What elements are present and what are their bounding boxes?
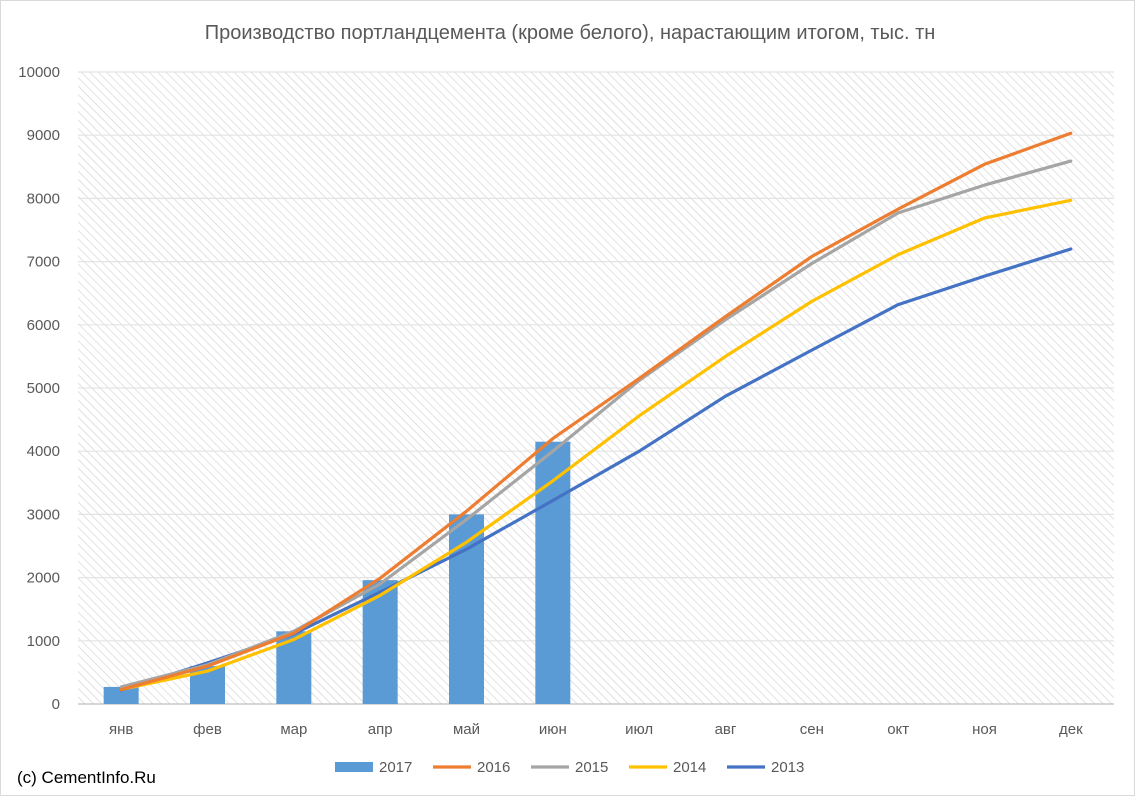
y-axis: 0 1000 2000 3000 4000 5000 6000 7000 8000 9000 100… bbox=[18, 64, 60, 713]
bar-2017-июн bbox=[535, 441, 571, 704]
bar-2017-мар bbox=[276, 631, 312, 704]
y-tick-label: 5000 bbox=[27, 380, 60, 397]
legend-item-2014: 2014 bbox=[629, 759, 706, 776]
legend-label: 2013 bbox=[771, 759, 804, 776]
legend-item-2013: 2013 bbox=[727, 759, 804, 776]
x-tick-label: ноя bbox=[972, 721, 997, 738]
y-tick-label: 0 bbox=[52, 696, 60, 713]
legend-swatch bbox=[335, 762, 373, 772]
x-tick-label: май bbox=[453, 721, 480, 738]
y-tick-label: 3000 bbox=[27, 506, 60, 523]
legend-label: 2014 bbox=[673, 759, 706, 776]
x-tick-label: фев bbox=[193, 721, 222, 738]
x-tick-label: окт bbox=[887, 721, 909, 738]
y-tick-label: 10000 bbox=[18, 64, 60, 81]
x-tick-label: июл bbox=[625, 721, 653, 738]
line-2015 bbox=[119, 159, 1073, 689]
legend-item-2015: 2015 bbox=[531, 759, 608, 776]
y-tick-label: 1000 bbox=[27, 633, 60, 650]
line-2014 bbox=[119, 198, 1073, 692]
legend-item-2016: 2016 bbox=[433, 759, 510, 776]
legend-label: 2015 bbox=[575, 759, 608, 776]
x-tick-label: авг bbox=[715, 721, 737, 738]
watermark: (c) CementInfo.Ru bbox=[17, 768, 156, 787]
x-tick-label: июн bbox=[539, 721, 567, 738]
y-tick-label: 8000 bbox=[27, 190, 60, 207]
legend-label: 2016 bbox=[477, 759, 510, 776]
x-tick-label: сен bbox=[800, 721, 824, 738]
legend: 2017 2016 2015 2014 2013 bbox=[335, 759, 804, 776]
y-tick-label: 4000 bbox=[27, 443, 60, 460]
line-series bbox=[119, 131, 1073, 692]
y-tick-label: 6000 bbox=[27, 317, 60, 334]
y-tick-label: 9000 bbox=[27, 127, 60, 144]
legend-label: 2017 bbox=[379, 759, 412, 776]
y-tick-label: 7000 bbox=[27, 254, 60, 271]
x-tick-label: дек bbox=[1059, 721, 1083, 738]
bar-2017-янв bbox=[103, 686, 139, 704]
x-tick-label: янв bbox=[109, 721, 133, 738]
line-2016 bbox=[119, 131, 1073, 692]
x-tick-label: апр bbox=[368, 721, 393, 738]
y-tick-label: 2000 bbox=[27, 570, 60, 587]
x-tick-label: мар bbox=[280, 721, 307, 738]
chart-title: Производство портландцемента (кроме бело… bbox=[205, 22, 936, 44]
legend-item-2017: 2017 bbox=[335, 759, 412, 776]
bar-2017-май bbox=[449, 514, 484, 704]
x-axis: янв фев мар апр май июн июл авг сен окт ноя дек bbox=[109, 721, 1083, 738]
gridlines bbox=[78, 71, 1114, 705]
